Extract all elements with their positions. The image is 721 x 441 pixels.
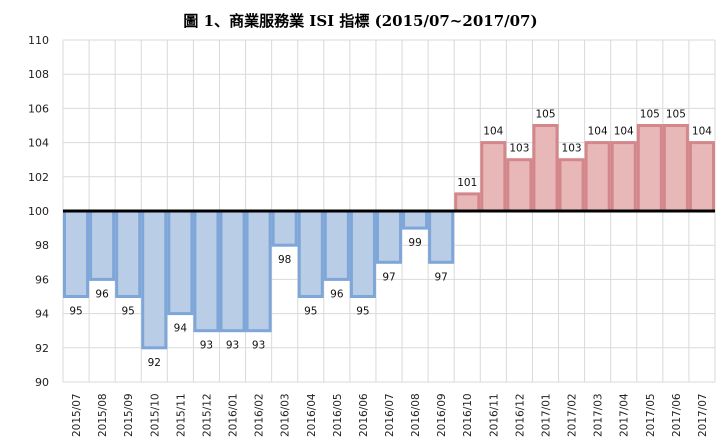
data-label: 105 — [666, 109, 686, 121]
x-tick-label: 2015/09 — [123, 393, 135, 437]
bar-2016-07 — [375, 209, 403, 264]
data-label: 105 — [640, 109, 660, 121]
y-tick-label: 98 — [35, 239, 49, 252]
data-label: 101 — [457, 177, 477, 189]
x-tick-label: 2017/07 — [697, 393, 709, 437]
y-tick-label: 106 — [28, 102, 49, 115]
bar-2017-01 — [532, 124, 559, 213]
data-label: 99 — [408, 237, 421, 249]
y-tick-label: 104 — [28, 137, 49, 150]
x-tick-label: 2017/04 — [619, 393, 631, 437]
x-tick-label: 2016/11 — [488, 393, 500, 437]
x-tick-label: 2015/08 — [97, 393, 109, 437]
x-tick-label: 2015/12 — [201, 393, 213, 437]
x-tick-label: 2017/03 — [593, 393, 605, 437]
bar-2016-09 — [428, 209, 455, 264]
y-tick-label: 100 — [28, 205, 49, 218]
x-tick-label: 2016/03 — [280, 393, 292, 437]
data-label: 104 — [588, 126, 608, 138]
x-tick-label: 2016/12 — [514, 393, 526, 437]
x-tick-label: 2016/01 — [228, 393, 240, 437]
bar-2015-11 — [167, 209, 194, 316]
bar-2016-03 — [271, 209, 298, 247]
data-label: 97 — [382, 271, 395, 283]
data-label: 92 — [148, 357, 161, 369]
bar-2015-09 — [115, 209, 142, 298]
data-label: 93 — [200, 340, 213, 352]
x-tick-label: 2015/11 — [175, 393, 187, 437]
bar-2016-08 — [402, 209, 429, 230]
data-label: 104 — [692, 126, 712, 138]
x-tick-label: 2015/07 — [71, 393, 83, 437]
bar-2016-01 — [219, 209, 246, 333]
chart-title: 圖 1、商業服務業 ISI 指標 (2015/07~2017/07) — [183, 12, 538, 30]
data-label: 95 — [69, 306, 82, 318]
data-label: 104 — [483, 126, 503, 138]
x-tick-label: 2016/10 — [462, 393, 474, 437]
y-tick-label: 92 — [35, 342, 49, 355]
bar-2016-02 — [245, 209, 272, 333]
x-tick-label: 2016/05 — [332, 393, 344, 437]
data-label: 95 — [304, 306, 317, 318]
y-tick-label: 102 — [28, 171, 49, 184]
bar-2015-08 — [89, 209, 116, 281]
y-tick-label: 90 — [35, 376, 49, 389]
bar-2017-06 — [662, 124, 689, 213]
y-tick-label: 94 — [35, 308, 49, 321]
x-tick-label: 2016/06 — [358, 393, 370, 437]
x-tick-label: 2017/01 — [540, 393, 552, 437]
data-label: 105 — [535, 109, 555, 121]
x-tick-label: 2016/07 — [384, 393, 396, 437]
x-tick-label: 2017/05 — [645, 393, 657, 437]
x-tick-label: 2016/09 — [436, 393, 448, 437]
y-tick-label: 110 — [28, 34, 49, 47]
bar-2016-05 — [323, 209, 350, 281]
y-tick-label: 108 — [28, 68, 49, 81]
bar-2017-03 — [584, 141, 611, 213]
bar-2016-04 — [297, 209, 324, 298]
data-label: 95 — [356, 306, 369, 318]
data-label: 96 — [95, 288, 109, 300]
bar-2017-02 — [558, 158, 585, 213]
x-tick-label: 2015/10 — [149, 393, 161, 437]
bar-2016-12 — [506, 158, 533, 213]
x-tick-label: 2016/08 — [410, 393, 422, 437]
x-tick-label: 2017/02 — [567, 393, 579, 437]
y-tick-label: 96 — [35, 273, 49, 286]
data-label: 103 — [509, 143, 529, 155]
bar-2017-07 — [688, 141, 715, 213]
bar-2016-06 — [349, 209, 376, 298]
x-tick-label: 2016/04 — [306, 393, 318, 437]
bar-2015-12 — [193, 209, 220, 333]
data-label: 93 — [226, 340, 239, 352]
data-label: 103 — [562, 143, 582, 155]
data-label: 95 — [122, 306, 135, 318]
data-label: 96 — [330, 288, 344, 300]
bar-2016-11 — [480, 141, 507, 213]
bar-2017-05 — [636, 124, 663, 213]
x-tick-label: 2016/02 — [254, 393, 266, 437]
bar-2015-07 — [63, 209, 90, 298]
data-label: 94 — [174, 323, 188, 335]
bar-2015-10 — [141, 209, 168, 350]
data-label: 98 — [278, 254, 291, 266]
bar-2016-10 — [454, 192, 481, 213]
bar-2017-04 — [610, 141, 637, 213]
data-label: 104 — [614, 126, 634, 138]
data-label: 97 — [434, 271, 447, 283]
x-tick-label: 2017/06 — [671, 393, 683, 437]
data-label: 93 — [252, 340, 265, 352]
